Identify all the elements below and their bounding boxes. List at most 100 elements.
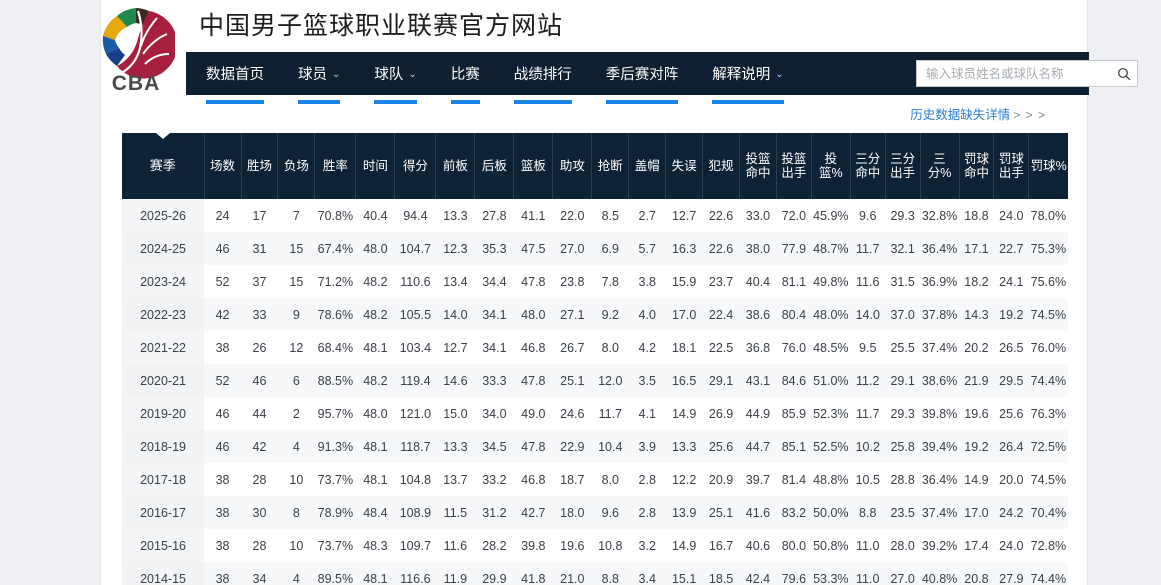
nav-item-1[interactable]: 球员 ⌄: [298, 52, 341, 104]
cell-stat: 48.2: [355, 265, 395, 298]
cell-stat: 17.0: [665, 298, 703, 331]
cell-stat: 49.8%: [811, 265, 851, 298]
cell-stat: 79.6: [776, 562, 812, 585]
cell-stat: 33: [241, 298, 278, 331]
nav-item-0[interactable]: 数据首页: [206, 52, 264, 104]
cell-stat: 12: [277, 331, 315, 364]
col-header-tov[interactable]: 失误: [665, 133, 703, 199]
table-row[interactable]: 2021-22 38 26 12 68.4% 48.1 103.4 12.7 34.1 46.8 2…: [122, 331, 1068, 364]
col-header-3pa[interactable]: 三分出手: [884, 133, 921, 199]
cell-stat: 118.7: [394, 430, 436, 463]
cell-stat: 119.4: [394, 364, 436, 397]
cell-stat: 76.0: [776, 331, 812, 364]
nav-item-6[interactable]: 解释说明 ⌄: [712, 52, 784, 104]
cell-stat: 18.1: [665, 331, 703, 364]
col-header-3pm[interactable]: 三分命中: [849, 133, 886, 199]
cell-stat: 67.4%: [314, 232, 356, 265]
col-header-3ppct[interactable]: 三分%: [919, 133, 960, 199]
cell-stat: 43.1: [739, 364, 777, 397]
col-header-season[interactable]: 赛季: [122, 133, 205, 199]
col-header-dreb[interactable]: 后板: [474, 133, 514, 199]
col-header-stl[interactable]: 抢断: [591, 133, 629, 199]
col-header-reb[interactable]: 篮板: [513, 133, 553, 199]
cell-stat: 14.6: [435, 364, 475, 397]
cell-stat: 39.8%: [920, 397, 960, 430]
cell-stat: 24.2: [993, 496, 1029, 529]
cell-stat: 29.5: [993, 364, 1029, 397]
col-header-losses[interactable]: 负场: [277, 133, 315, 199]
cell-stat: 78.0%: [1028, 199, 1068, 232]
search-icon[interactable]: [1111, 61, 1137, 86]
cell-stat: 39.8: [513, 529, 553, 562]
cell-stat: 10: [277, 463, 315, 496]
cell-stat: 46.8: [513, 463, 553, 496]
col-header-label: 后板: [481, 159, 507, 173]
cell-stat: 48.2: [355, 364, 395, 397]
cell-stat: 2.8: [628, 463, 666, 496]
table-row[interactable]: 2020-21 52 46 6 88.5% 48.2 119.4 14.6 33.3 47.8 25…: [122, 364, 1068, 397]
col-header-winpct[interactable]: 胜率: [314, 133, 356, 199]
cell-stat: 4: [277, 562, 315, 585]
search-box[interactable]: [916, 60, 1138, 87]
cell-stat: 22.9: [552, 430, 592, 463]
col-header-fta[interactable]: 罚球出手: [993, 133, 1029, 199]
cell-stat: 25.8: [885, 430, 921, 463]
table-row[interactable]: 2015-16 38 28 10 73.7% 48.3 109.7 11.6 28.2 39.8 1…: [122, 529, 1068, 562]
cell-stat: 47.8: [513, 430, 553, 463]
col-header-blk[interactable]: 盖帽: [628, 133, 666, 199]
table-row[interactable]: 2017-18 38 28 10 73.7% 48.1 104.8 13.7 33.2 46.8 1…: [122, 463, 1068, 496]
cell-stat: 42: [204, 298, 241, 331]
site-header: CBA 中国男子篮球职业联赛官方网站: [101, 0, 1087, 95]
nav-item-5[interactable]: 季后赛对阵: [605, 52, 679, 104]
search-input[interactable]: [917, 61, 1111, 86]
col-header-pf[interactable]: 犯规: [702, 133, 740, 199]
col-header-fgm[interactable]: 投篮命中: [739, 133, 777, 199]
table-row[interactable]: 2014-15 38 34 4 89.5% 48.1 116.6 11.9 29.9 41.8 21…: [122, 562, 1068, 585]
cell-stat: 15: [277, 232, 315, 265]
cell-stat: 22.4: [702, 298, 740, 331]
col-header-ftm[interactable]: 罚球命中: [958, 133, 994, 199]
cell-stat: 48.4: [355, 496, 395, 529]
cell-stat: 70.8%: [314, 199, 356, 232]
cell-stat: 103.4: [394, 331, 436, 364]
cell-stat: 83.2: [776, 496, 812, 529]
nav-item-3[interactable]: 比赛: [450, 52, 480, 104]
nav-item-4[interactable]: 战绩排行: [513, 52, 572, 104]
cell-stat: 39.2%: [920, 529, 960, 562]
table-row[interactable]: 2016-17 38 30 8 78.9% 48.4 108.9 11.5 31.2 42.7 18…: [122, 496, 1068, 529]
cell-stat: 76.0%: [1028, 331, 1068, 364]
cell-stat: 23.5: [885, 496, 921, 529]
nav-underline: [450, 100, 480, 104]
cell-season: 2025-26: [122, 199, 205, 232]
col-header-games[interactable]: 场数: [203, 133, 241, 199]
col-header-wins[interactable]: 胜场: [240, 133, 278, 199]
col-header-fgpct[interactable]: 投篮%: [810, 133, 851, 199]
cell-stat: 14.0: [850, 298, 886, 331]
table-row[interactable]: 2018-19 46 42 4 91.3% 48.1 118.7 13.3 34.5 47.8 22…: [122, 430, 1068, 463]
col-header-label: 投篮%: [818, 152, 843, 180]
cell-stat: 109.7: [394, 529, 436, 562]
cell-stat: 24.1: [993, 265, 1029, 298]
table-row[interactable]: 2019-20 46 44 2 95.7% 48.0 121.0 15.0 34.0 49.0 24…: [122, 397, 1068, 430]
col-header-ftpct[interactable]: 罚球%: [1028, 133, 1068, 199]
col-header-fga[interactable]: 投篮出手: [775, 133, 812, 199]
table-row[interactable]: 2025-26 24 17 7 70.8% 40.4 94.4 13.3 27.8 41.1 22.…: [122, 199, 1068, 232]
col-header-minutes[interactable]: 时间: [355, 133, 395, 199]
nav-item-2[interactable]: 球队 ⌄: [374, 52, 417, 104]
cell-stat: 38: [204, 562, 241, 585]
cell-stat: 12.7: [435, 331, 475, 364]
col-header-oreb[interactable]: 前板: [435, 133, 475, 199]
table-row[interactable]: 2022-23 42 33 9 78.6% 48.2 105.5 14.0 34.1 48.0 27…: [122, 298, 1068, 331]
nav-label: 数据首页: [206, 67, 264, 83]
col-header-ast[interactable]: 助攻: [552, 133, 592, 199]
table-row[interactable]: 2024-25 46 31 15 67.4% 48.0 104.7 12.3 35.3 47.5 2…: [122, 232, 1068, 265]
cell-stat: 29.3: [885, 397, 921, 430]
cell-stat: 27.8: [474, 199, 514, 232]
col-header-label: 得分: [402, 159, 428, 173]
history-detail-link[interactable]: 历史数据缺失详情: [910, 108, 1011, 122]
table-row[interactable]: 2023-24 52 37 15 71.2% 48.2 110.6 13.4 34.4 47.8 2…: [122, 265, 1068, 298]
cell-stat: 2.7: [628, 199, 666, 232]
col-header-points[interactable]: 得分: [394, 133, 436, 199]
cell-stat: 45.9%: [811, 199, 851, 232]
cba-logo[interactable]: CBA: [97, 2, 178, 95]
